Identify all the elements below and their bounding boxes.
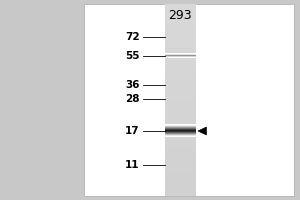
Bar <box>84 4 294 196</box>
Text: 55: 55 <box>125 51 140 61</box>
Text: 72: 72 <box>125 32 140 42</box>
Text: 293: 293 <box>168 9 192 22</box>
Text: 11: 11 <box>125 160 140 170</box>
Text: 36: 36 <box>125 80 140 90</box>
Text: 28: 28 <box>125 94 140 104</box>
Polygon shape <box>198 127 206 135</box>
Text: 17: 17 <box>125 126 140 136</box>
